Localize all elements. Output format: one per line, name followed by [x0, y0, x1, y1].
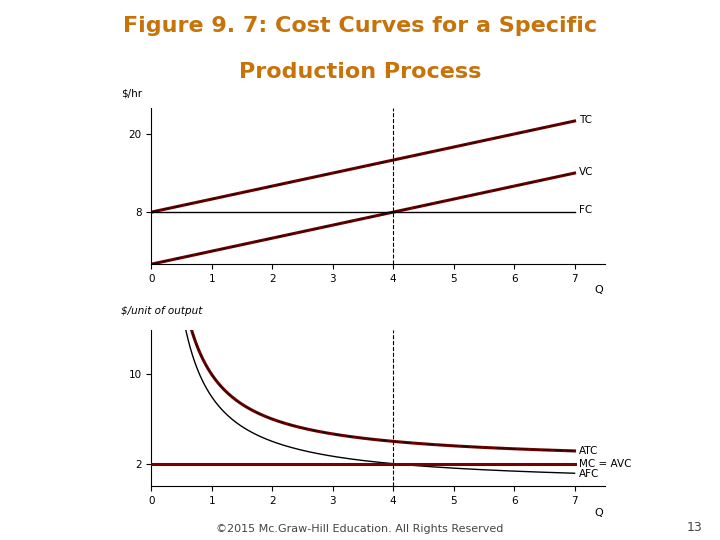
Text: $/hr: $/hr — [121, 88, 142, 98]
Text: VC: VC — [580, 167, 594, 178]
Text: Q: Q — [595, 508, 603, 518]
Text: ATC: ATC — [580, 446, 599, 456]
Text: TC: TC — [580, 114, 593, 125]
Text: AFC: AFC — [580, 469, 600, 480]
Text: $/unit of output: $/unit of output — [121, 306, 202, 316]
Text: Q: Q — [595, 285, 603, 295]
Text: Production Process: Production Process — [239, 62, 481, 82]
Text: Figure 9. 7: Cost Curves for a Specific: Figure 9. 7: Cost Curves for a Specific — [123, 16, 597, 36]
Text: ©2015 Mc.Graw-Hill Education. All Rights Reserved: ©2015 Mc.Graw-Hill Education. All Rights… — [216, 523, 504, 534]
Text: FC: FC — [580, 205, 593, 215]
Text: 13: 13 — [686, 521, 702, 534]
Text: MC = AVC: MC = AVC — [580, 458, 632, 469]
